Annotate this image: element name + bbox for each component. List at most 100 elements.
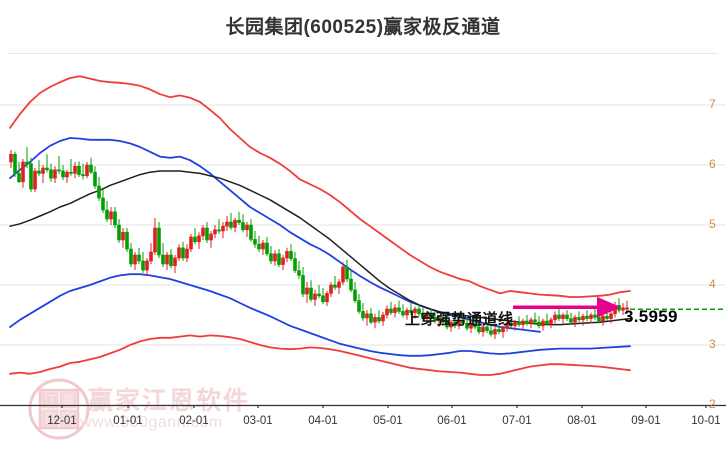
candle-body: [349, 278, 353, 291]
candle-body: [241, 222, 245, 231]
candle-body: [245, 224, 249, 231]
x-axis-line: [0, 404, 726, 408]
x-axis-label: 03-01: [243, 414, 273, 427]
candle-body: [77, 165, 81, 175]
candle-body: [509, 323, 513, 327]
candle-body: [397, 307, 401, 312]
candle-body: [469, 323, 473, 329]
candle-body: [237, 219, 241, 223]
candle-body: [281, 257, 285, 265]
candle-body: [189, 236, 193, 250]
candle-body: [141, 260, 145, 271]
y-axis-label: 6: [709, 157, 716, 171]
candle-body: [93, 171, 97, 187]
candle-body: [357, 300, 361, 312]
candle-body: [181, 247, 185, 259]
candle-body: [341, 266, 345, 283]
candle-body: [173, 257, 177, 267]
x-axis-label: 05-01: [373, 414, 403, 427]
candle-body: [317, 293, 321, 297]
candle-body: [533, 319, 537, 323]
candle-body: [309, 287, 313, 300]
candle-body: [149, 251, 153, 262]
candle-body: [417, 308, 421, 315]
candle-body: [201, 227, 205, 237]
x-axis-label: 04-01: [308, 414, 338, 427]
candle-body: [89, 164, 93, 173]
candle-body: [293, 258, 297, 271]
candle-body: [33, 170, 37, 190]
candle-body: [405, 309, 409, 316]
candle-body: [289, 251, 293, 259]
candle-body: [553, 314, 557, 321]
candle-body: [333, 284, 337, 288]
candle-body: [313, 293, 317, 300]
candle-body: [525, 320, 529, 324]
candle-body: [265, 242, 269, 255]
gridlines: [0, 104, 726, 406]
x-axis-label: 02-01: [179, 414, 209, 427]
candle-body: [253, 239, 257, 245]
candle-body: [601, 315, 605, 322]
candle-body: [69, 171, 73, 174]
candle-body: [233, 219, 237, 228]
candle-body: [277, 253, 281, 265]
candle-body: [465, 323, 469, 329]
chart-canvas: [0, 75, 726, 408]
candle-body: [385, 308, 389, 316]
candle-body: [473, 323, 477, 328]
y-axis-label: 7: [709, 97, 716, 111]
candle-body: [97, 185, 101, 199]
candle-body: [29, 163, 33, 190]
candle-body: [501, 327, 505, 333]
candle-body: [481, 326, 485, 333]
candle-body: [157, 227, 161, 256]
candle-body: [209, 233, 213, 241]
y-axis-label: 2: [709, 397, 716, 411]
candle-body: [449, 321, 453, 328]
candle-body: [545, 320, 549, 324]
candle-body: [193, 236, 197, 243]
candle-body: [213, 229, 217, 235]
candle-body: [133, 254, 137, 265]
candlestick-series: [9, 147, 629, 339]
candle-body: [609, 313, 613, 319]
candle-body: [589, 314, 593, 319]
candle-body: [129, 248, 133, 265]
candle-body: [121, 231, 125, 241]
candle-body: [101, 197, 105, 211]
candle-body: [125, 231, 129, 250]
candle-body: [329, 284, 333, 294]
candle-body: [529, 319, 533, 324]
candle-body: [569, 318, 573, 323]
candle-body: [369, 313, 373, 323]
y-axis-label: 3: [709, 337, 716, 351]
candle-body: [401, 311, 405, 316]
candle-body: [73, 165, 77, 174]
candle-body: [229, 221, 233, 228]
candle-body: [409, 309, 413, 313]
candle-body: [169, 254, 173, 267]
candle-body: [325, 293, 329, 303]
x-axis-label: 12-01: [47, 414, 77, 427]
candle-body: [429, 313, 433, 318]
candle-body: [25, 161, 29, 165]
candle-body: [597, 317, 601, 322]
current-price-label: 3.5959: [624, 307, 678, 326]
candle-body: [485, 326, 489, 331]
candle-body: [625, 307, 629, 310]
x-axis-label: 10-01: [691, 414, 721, 427]
channel-bands: [9, 75, 631, 376]
candle-body: [621, 307, 625, 311]
candle-body: [373, 317, 377, 323]
candle-body: [305, 287, 309, 295]
channel-line-3: [9, 273, 631, 357]
candle-body: [593, 314, 597, 318]
candle-body: [561, 314, 565, 319]
candle-body: [205, 227, 209, 241]
candle-body: [389, 308, 393, 313]
candle-body: [249, 224, 253, 240]
candle-body: [377, 317, 381, 322]
candle-body: [225, 221, 229, 227]
candle-body: [461, 320, 465, 324]
